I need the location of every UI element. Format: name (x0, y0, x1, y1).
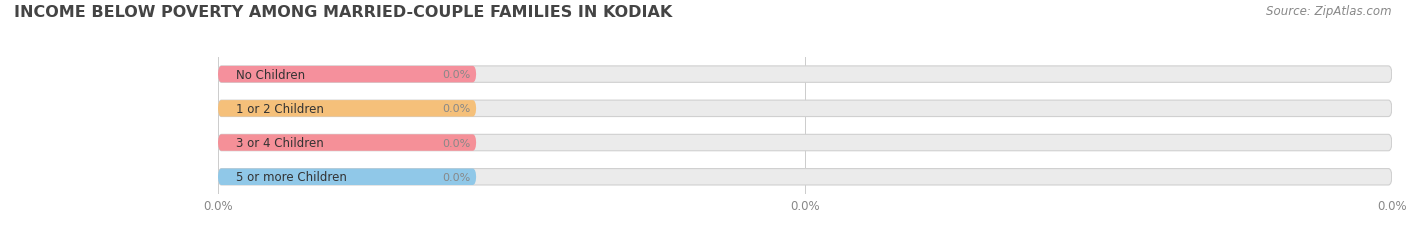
Text: Source: ZipAtlas.com: Source: ZipAtlas.com (1267, 5, 1392, 18)
FancyBboxPatch shape (218, 135, 477, 151)
Text: 0.0%: 0.0% (441, 70, 471, 80)
Text: INCOME BELOW POVERTY AMONG MARRIED-COUPLE FAMILIES IN KODIAK: INCOME BELOW POVERTY AMONG MARRIED-COUPL… (14, 5, 672, 20)
FancyBboxPatch shape (218, 101, 1392, 117)
Text: 3 or 4 Children: 3 or 4 Children (236, 137, 323, 149)
Text: 0.0%: 0.0% (441, 138, 471, 148)
FancyBboxPatch shape (218, 169, 1392, 185)
Text: 1 or 2 Children: 1 or 2 Children (236, 102, 323, 115)
Text: 5 or more Children: 5 or more Children (236, 170, 346, 183)
FancyBboxPatch shape (218, 135, 1392, 151)
FancyBboxPatch shape (218, 67, 477, 83)
FancyBboxPatch shape (218, 67, 1392, 83)
Text: 0.0%: 0.0% (441, 104, 471, 114)
FancyBboxPatch shape (218, 169, 477, 185)
Text: 0.0%: 0.0% (441, 172, 471, 182)
FancyBboxPatch shape (218, 101, 477, 117)
Text: No Children: No Children (236, 68, 305, 81)
